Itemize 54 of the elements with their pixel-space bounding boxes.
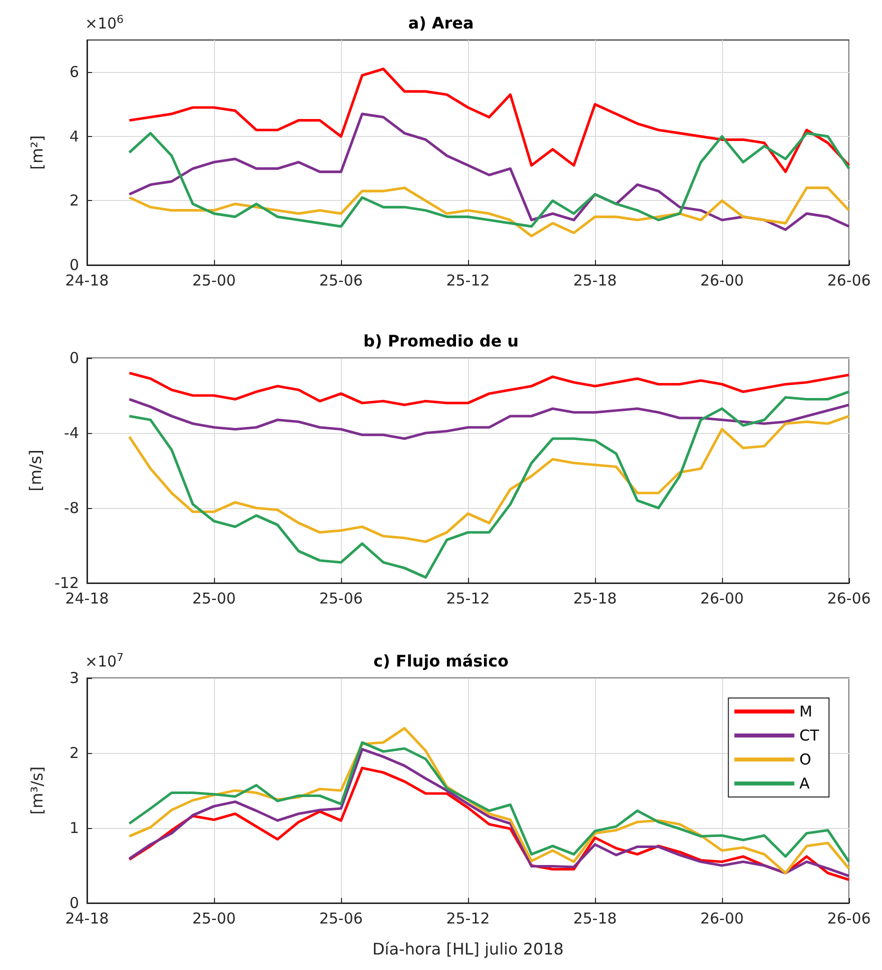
chart-title: b) Promedio de u <box>363 332 519 350</box>
x-tick-label: 26-00 <box>700 272 744 290</box>
y-tick-label: 0 <box>69 894 79 912</box>
y-tick-label: 3 <box>69 669 79 687</box>
x-tick-label: 24-18 <box>65 910 109 928</box>
x-tick-label: 26-00 <box>700 590 744 608</box>
y-axis-title: [m³/s] <box>28 766 46 815</box>
y-tick-label: 1 <box>69 819 79 837</box>
y-tick-label: 6 <box>69 63 79 82</box>
y-tick-label: 0 <box>69 256 79 274</box>
line-series <box>128 414 850 544</box>
x-tick-label: 25-06 <box>319 590 363 608</box>
y-tick-label: 2 <box>69 744 79 762</box>
y-tick-label: 2 <box>69 192 79 210</box>
legend-label: O <box>799 750 812 768</box>
y-tick-label: -12 <box>54 574 79 592</box>
line-series <box>128 748 850 878</box>
y-axis-title: [m²] <box>28 135 46 170</box>
x-tick-label: 25-12 <box>446 272 490 290</box>
y-tick-label: -4 <box>64 424 79 442</box>
x-tick-label: 25-18 <box>573 910 617 928</box>
x-tick-label: 25-12 <box>446 590 490 608</box>
x-tick-label: 25-12 <box>446 910 490 928</box>
line-series <box>128 398 850 440</box>
x-axis-title: Día-hora [HL] julio 2018 <box>372 940 564 958</box>
x-tick-label: 24-18 <box>65 272 109 290</box>
x-tick-label: 25-06 <box>319 272 363 290</box>
x-tick-label: 26-06 <box>827 910 871 928</box>
legend-label: A <box>799 774 810 792</box>
line-series <box>128 390 850 579</box>
chart-title: c) Flujo másico <box>373 652 509 670</box>
line-series <box>128 68 850 174</box>
line-series <box>128 112 850 231</box>
legend-label: M <box>799 702 812 720</box>
x-tick-label: 26-06 <box>827 272 871 290</box>
x-tick-label: 25-00 <box>192 590 236 608</box>
line-series <box>128 132 850 228</box>
y-tick-label: -8 <box>64 499 79 517</box>
y-tick-label: 4 <box>69 127 79 146</box>
y-axis-title: [m/s] <box>26 450 46 492</box>
y-tick-label: 0 <box>69 349 79 367</box>
line-series <box>128 186 850 238</box>
x-tick-label: 26-06 <box>827 590 871 608</box>
x-tick-label: 25-06 <box>319 910 363 928</box>
x-tick-label: 25-18 <box>573 590 617 608</box>
x-tick-label: 25-18 <box>573 272 617 290</box>
x-tick-label: 24-18 <box>65 590 109 608</box>
line-series <box>128 741 850 864</box>
chart-title: a) Area <box>408 14 474 32</box>
x-tick-label: 25-00 <box>192 272 236 290</box>
line-series <box>128 372 850 406</box>
legend-label: CT <box>799 726 820 744</box>
x-tick-label: 25-00 <box>192 910 236 928</box>
x-tick-label: 26-00 <box>700 910 744 928</box>
